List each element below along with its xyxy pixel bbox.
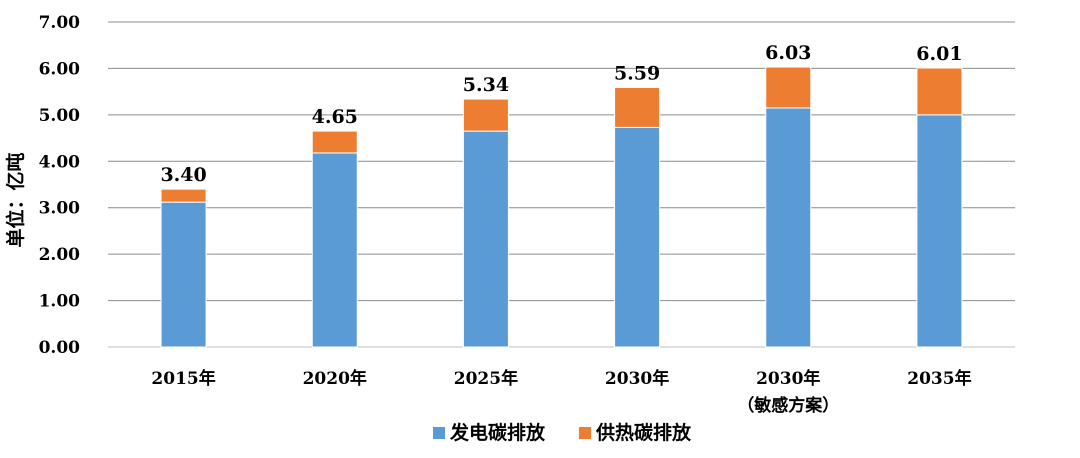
y-tick-label: 0.00 [39, 338, 81, 358]
bar-segment-power [160, 201, 207, 348]
bar-segment-power [462, 130, 509, 348]
bar-segment-power [614, 126, 661, 348]
x-category-label: 2020年 [303, 368, 367, 389]
legend-label-power: 发电碳排放 [449, 421, 546, 444]
y-tick-label: 3.00 [39, 199, 81, 219]
bar-segment-heat [614, 86, 661, 128]
legend-label-heat: 供热碳排放 [595, 421, 692, 444]
x-category-label: 2015年 [151, 368, 215, 389]
bar-segment-heat [160, 188, 207, 203]
bars [160, 66, 963, 348]
x-category-label: 2030年 [605, 368, 669, 389]
bar-segment-heat [916, 67, 963, 116]
bar-segment-power [916, 114, 963, 348]
gridlines [108, 21, 1015, 348]
legend: 发电碳排放 供热碳排放 [433, 421, 692, 444]
y-tick-label: 7.00 [39, 13, 81, 33]
x-category-label: 2035年 [907, 368, 971, 389]
y-tick-label: 5.00 [39, 106, 81, 126]
legend-swatch-heat [579, 427, 591, 439]
total-data-label: 4.65 [312, 106, 358, 128]
axes: 0.00 1.00 2.00 3.00 4.00 5.00 6.00 7.00 2015年 202… [39, 13, 972, 416]
bar-segment-heat [765, 66, 812, 109]
y-tick-label: 4.00 [39, 152, 81, 172]
y-tick-label: 6.00 [39, 59, 81, 79]
y-axis-title: 单位：亿吨 [4, 152, 27, 247]
bar-segment-heat [462, 98, 509, 132]
total-data-label: 5.34 [463, 74, 509, 96]
total-data-label: 5.59 [614, 62, 660, 84]
total-data-label: 3.40 [160, 164, 206, 186]
labels: 3.40 4.65 5.34 5.59 6.03 6.01 [160, 42, 962, 186]
bar-segment-heat [311, 130, 358, 154]
x-category-label: 2030年 [756, 368, 820, 389]
bar-segment-power [311, 152, 358, 348]
bar-segment-power [765, 107, 812, 348]
y-tick-label: 2.00 [39, 245, 81, 265]
legend-swatch-power [433, 427, 445, 439]
y-tick-label: 1.00 [39, 292, 81, 312]
x-category-label: （敏感方案） [737, 395, 839, 416]
x-category-label: 2025年 [454, 368, 518, 389]
total-data-label: 6.01 [916, 43, 962, 65]
total-data-label: 6.03 [765, 42, 811, 64]
